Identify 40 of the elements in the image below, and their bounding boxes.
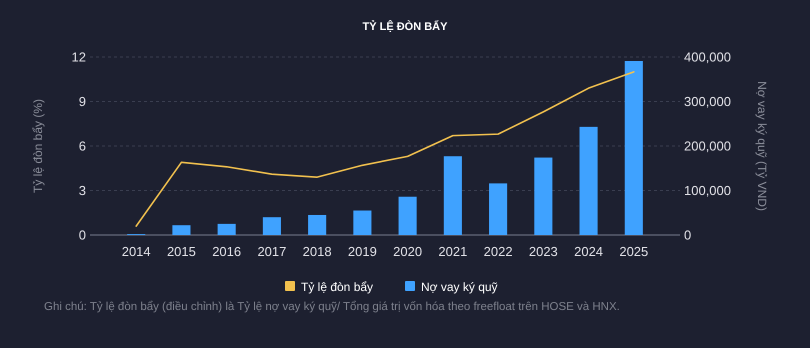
chart-title: TỶ LỆ ĐÒN BẨY — [362, 20, 448, 33]
y-tick-label: 6 — [78, 138, 86, 154]
y2-axis-title: Nợ vay ký quỹ (Tỷ VND) — [755, 81, 769, 211]
bar — [262, 217, 281, 235]
bar — [218, 224, 236, 235]
legend-label: Tỷ lệ đòn bẩy — [301, 280, 374, 294]
bar — [172, 225, 190, 235]
y-axis-title: Tỷ lệ đòn bẩy (%) — [31, 98, 45, 194]
legend-label: Nợ vay ký quỹ — [421, 280, 498, 294]
x-tick-label: 2024 — [574, 244, 604, 259]
x-tick-label: 2015 — [166, 244, 196, 259]
bar — [444, 156, 462, 235]
x-tick-label: 2022 — [484, 244, 513, 259]
bar — [308, 214, 326, 235]
x-tick-label: 2025 — [619, 244, 648, 259]
text: Ghi chú: Tỷ lệ đòn bẩy (điều chỉnh) là Tỷ lệ nợ vay ký quỹ/ Tổng giá trị vốn hóa theo freefloat trên HOSE và HNX. — [44, 300, 620, 313]
bar — [353, 210, 372, 235]
y-tick-label: 3 — [78, 183, 86, 198]
bar — [580, 126, 598, 235]
bar — [398, 196, 417, 235]
y2-tick-label: 400,000 — [684, 50, 731, 65]
y-tick-label: 0 — [78, 228, 86, 243]
x-tick-label: 2014 — [122, 244, 151, 259]
bar — [489, 183, 508, 235]
x-tick-label: 2021 — [438, 244, 468, 259]
x-tick-label: 2020 — [393, 244, 422, 259]
line-series — [135, 71, 635, 227]
bar — [624, 61, 643, 235]
x-tick-label: 2017 — [257, 244, 286, 259]
x-tick-label: 2019 — [348, 244, 377, 259]
y2-tick-label: 0 — [684, 228, 692, 243]
bar — [534, 158, 552, 235]
x-tick-label: 2018 — [302, 244, 332, 259]
y-tick-label: 9 — [78, 94, 86, 110]
x-tick-label: 2016 — [212, 244, 242, 259]
y2-tick-label: 200,000 — [684, 138, 731, 154]
y-tick-label: 12 — [72, 50, 86, 65]
y2-tick-label: 100,000 — [684, 183, 731, 198]
y2-tick-label: 300,000 — [684, 94, 731, 110]
x-tick-label: 2023 — [528, 244, 558, 259]
